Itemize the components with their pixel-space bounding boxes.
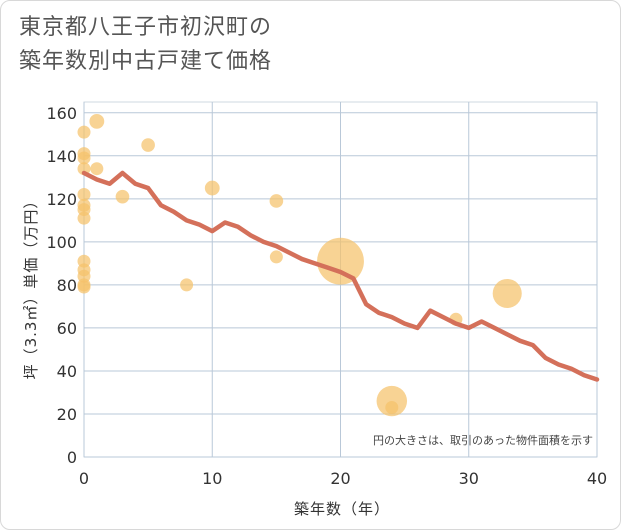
x-tick-label-2: 20: [330, 469, 350, 488]
data-point-3: [77, 162, 91, 176]
chart-title-line-2: 築年数別中古戸建て価格: [19, 49, 273, 74]
data-point-16: [141, 138, 155, 152]
y-tick-label-0: 0: [67, 448, 77, 467]
trend-line: [81, 170, 600, 382]
y-tick-label-7: 140: [46, 147, 77, 166]
data-point-25: [492, 278, 522, 309]
chart-title: 東京都八王子市初沢町の 築年数別中古戸建て価格: [19, 11, 579, 79]
data-point-15: [115, 189, 130, 204]
y-tick-label-1: 20: [57, 405, 77, 424]
data-point-4: [77, 188, 91, 202]
y-tick-label-6: 120: [46, 190, 77, 209]
data-point-7: [77, 211, 91, 225]
y-tick-label-3: 60: [57, 319, 77, 338]
data-point-2: [77, 151, 91, 165]
x-tick-label-0: 0: [79, 469, 89, 488]
x-tick-label-4: 40: [587, 469, 607, 488]
data-point-12: [77, 280, 91, 294]
data-point-0: [77, 125, 91, 139]
x-tick-label-3: 30: [459, 469, 479, 488]
data-point-14: [90, 162, 104, 176]
x-tick-label-1: 10: [202, 469, 222, 488]
x-axis-label: 築年数（年）: [294, 500, 390, 518]
y-tick-label-5: 100: [46, 233, 77, 252]
data-point-18: [204, 180, 220, 196]
chart-title-line-1: 東京都八王子市初沢町の: [19, 15, 273, 40]
data-point-13: [89, 113, 105, 129]
data-point-23: [385, 401, 399, 415]
data-point-19: [269, 194, 284, 208]
ticks: 0 10 20 30 40 0 20 40 60 80 100 120 140 160: [46, 104, 607, 488]
data-point-17: [180, 278, 194, 292]
grid: [83, 101, 598, 458]
chart-note: 円の大きさは、取引のあった物件面積を示す: [373, 433, 593, 447]
data-point-20: [269, 250, 283, 264]
y-axis-label: 坪（3.3㎡）単価（万円）: [22, 193, 40, 380]
data-point-21: [317, 237, 364, 285]
y-tick-label-8: 160: [46, 104, 77, 123]
trend: [81, 170, 600, 382]
y-tick-label-2: 40: [57, 362, 77, 381]
bubbles: [77, 113, 522, 417]
y-tick-label-4: 80: [57, 276, 77, 295]
